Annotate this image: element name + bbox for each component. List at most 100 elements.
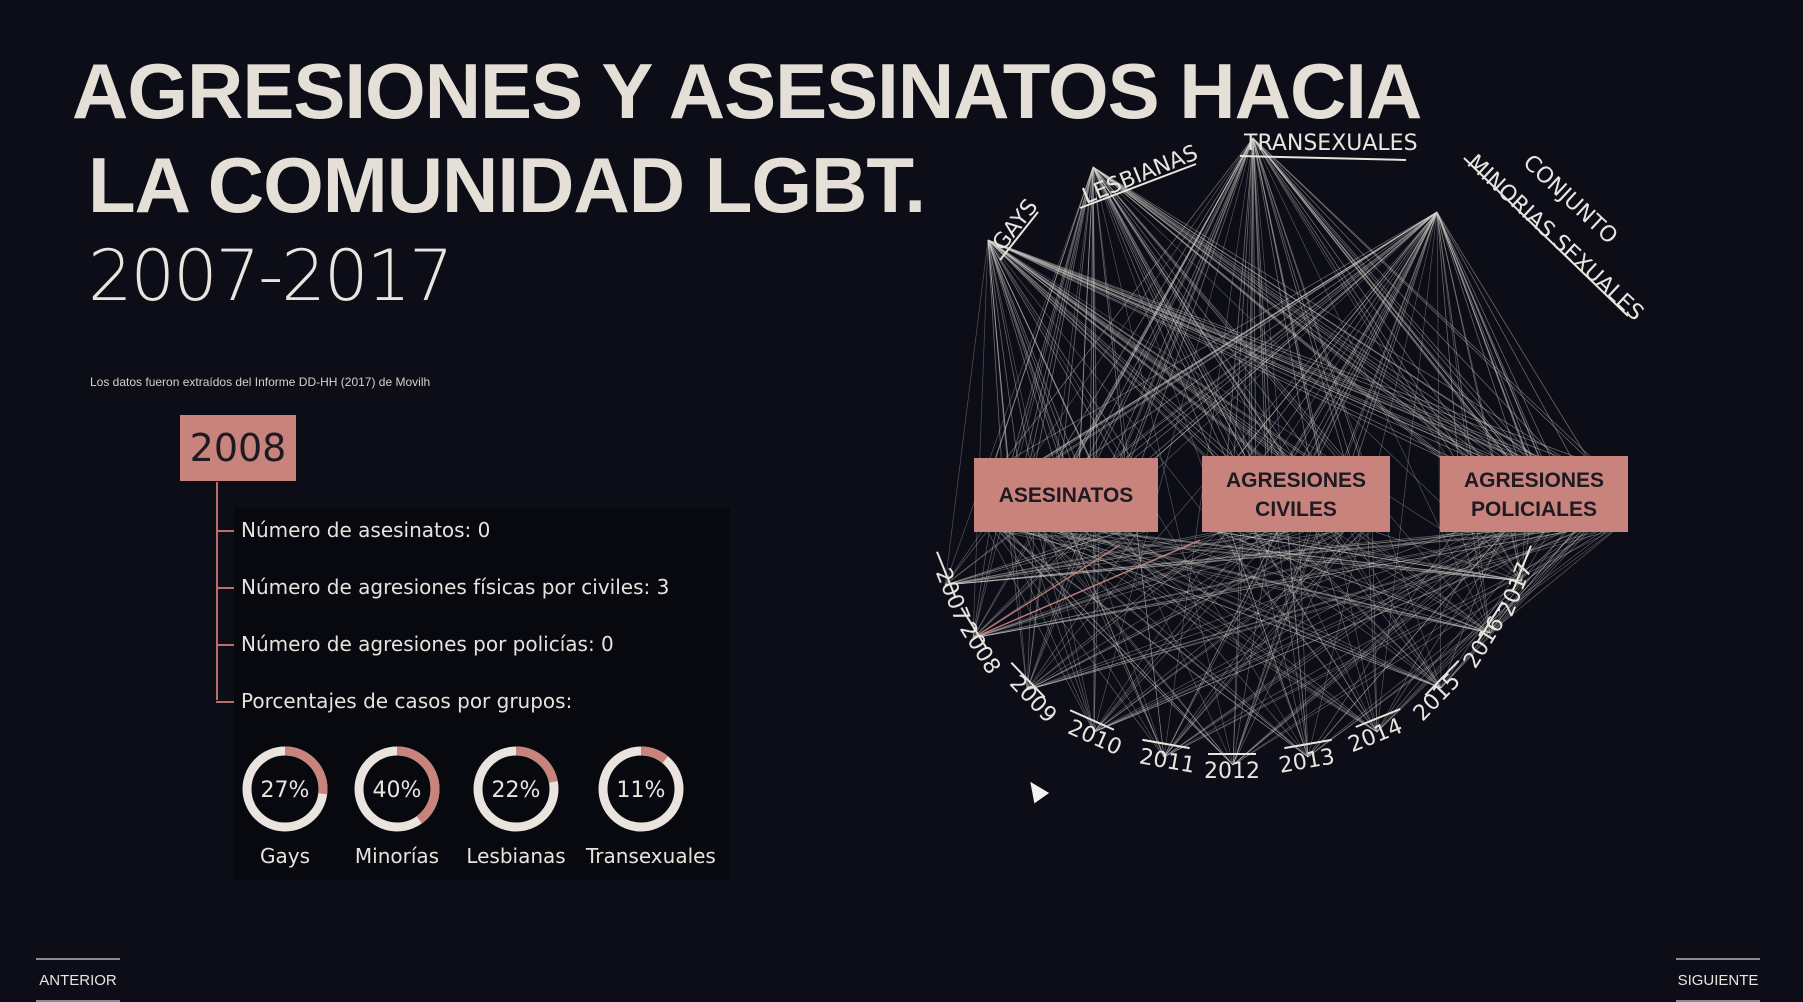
- donut-minorias: 40% Minorías: [342, 744, 452, 868]
- network-link: [1093, 531, 1265, 733]
- network-link: [1252, 137, 1268, 485]
- network-link: [1089, 166, 1094, 484]
- network-link: [1230, 531, 1309, 758]
- network-link: [1252, 137, 1274, 470]
- network-link: [972, 531, 1459, 639]
- next-button[interactable]: SIGUIENTE: [1676, 958, 1760, 1002]
- network-link: [1252, 137, 1518, 459]
- network-link: [1053, 531, 1491, 634]
- network-link: [944, 531, 1107, 586]
- year-underline: [1512, 545, 1532, 591]
- network-link: [1038, 531, 1234, 766]
- network-link: [1376, 531, 1576, 733]
- network-link: [1163, 531, 1343, 758]
- network-link: [944, 531, 1013, 586]
- network-link: [972, 539, 1201, 639]
- network-link: [1093, 137, 1254, 733]
- network-link: [944, 531, 1280, 586]
- network-link: [1254, 531, 1442, 689]
- network-link: [1333, 211, 1438, 485]
- network-link: [1092, 166, 1559, 473]
- network-link: [1436, 211, 1532, 467]
- category-label: AGRESIONES: [1464, 469, 1604, 492]
- network-link: [1040, 211, 1438, 468]
- network-link: [1521, 531, 1525, 582]
- network-link: [1233, 137, 1254, 462]
- year-node-2012[interactable]: 2012: [1204, 753, 1260, 784]
- network-link: [1277, 211, 1438, 485]
- network-link: [1093, 531, 1548, 733]
- network-link: [1092, 166, 1315, 460]
- network-link: [1092, 166, 1464, 476]
- network-link: [1248, 137, 1254, 477]
- year-node-2007[interactable]: 2007: [930, 551, 974, 626]
- network-link: [987, 239, 1500, 481]
- stat-police-aggressions: Número de agresiones por policías: 0: [241, 632, 614, 656]
- network-link: [1489, 531, 1613, 634]
- network-link: [1440, 531, 1575, 689]
- network-link: [1092, 166, 1567, 477]
- network-link: [1232, 137, 1254, 766]
- network-link: [1092, 166, 1500, 469]
- network-link: [1375, 531, 1523, 582]
- network-link: [1025, 166, 1094, 483]
- previous-button[interactable]: ANTERIOR: [36, 958, 120, 1002]
- network-link: [987, 239, 1058, 473]
- network-link: [972, 531, 1085, 639]
- group-node-conjunto-minorias[interactable]: CONJUNTO MINORIAS SEXUALES: [1462, 150, 1648, 326]
- stat-murders: Número de asesinatos: 0: [241, 518, 491, 542]
- network-link: [1232, 531, 1495, 766]
- network-link: [1163, 137, 1254, 758]
- network-link: [1376, 531, 1488, 733]
- network-link: [1078, 166, 1094, 472]
- group-node-transexuales[interactable]: TRANSEXUALES: [1239, 131, 1418, 161]
- network-link: [1228, 211, 1438, 468]
- year-node-2011[interactable]: 2011: [1137, 738, 1197, 779]
- network-link: [994, 166, 1094, 462]
- network-link: [987, 239, 1093, 462]
- network-link: [987, 239, 1525, 483]
- category-agresiones-policiales[interactable]: AGRESIONES POLICIALES: [1440, 456, 1628, 532]
- network-link: [987, 531, 1095, 733]
- network-link: [1436, 211, 1442, 689]
- network-link: [1092, 166, 1095, 733]
- network-link: [987, 239, 1035, 481]
- year-underline: [1476, 601, 1504, 643]
- network-link: [1471, 531, 1491, 634]
- network-link: [1021, 531, 1491, 634]
- network-link: [987, 239, 1336, 477]
- donut-fill: [473, 746, 559, 832]
- tree-tick: [216, 530, 234, 532]
- network-link: [1093, 531, 1345, 733]
- network-link: [1042, 531, 1378, 733]
- network-link: [1436, 211, 1496, 473]
- network-link: [972, 137, 1254, 639]
- network-link: [1092, 166, 1491, 634]
- network-link: [1026, 531, 1285, 691]
- network-link: [972, 531, 1333, 639]
- network-link: [1059, 137, 1254, 487]
- network-link: [972, 531, 1268, 639]
- network-link: [1163, 531, 1563, 758]
- network-link: [1026, 531, 1606, 691]
- network-links: [944, 137, 1613, 766]
- category-asesinatos[interactable]: ASESINATOS: [974, 458, 1158, 532]
- network-link: [1092, 166, 1348, 462]
- network-link: [972, 531, 997, 639]
- network-link: [1092, 166, 1098, 478]
- network-link: [1252, 137, 1521, 464]
- network-link: [1245, 531, 1523, 582]
- network-link: [1489, 531, 1550, 634]
- donut-fill: [598, 746, 684, 832]
- category-agresiones-civiles[interactable]: AGRESIONES CIVILES: [1202, 456, 1390, 532]
- year-node-2014[interactable]: 2014: [1345, 708, 1406, 758]
- network-link: [987, 239, 1076, 472]
- network-link: [1230, 531, 1442, 689]
- network-link: [1232, 531, 1505, 766]
- network-link: [1026, 531, 1561, 691]
- network-link: [1065, 531, 1491, 634]
- network-link: [987, 239, 1525, 473]
- network-link: [1092, 166, 1309, 758]
- network-link: [987, 239, 1234, 486]
- network-link: [1252, 137, 1366, 473]
